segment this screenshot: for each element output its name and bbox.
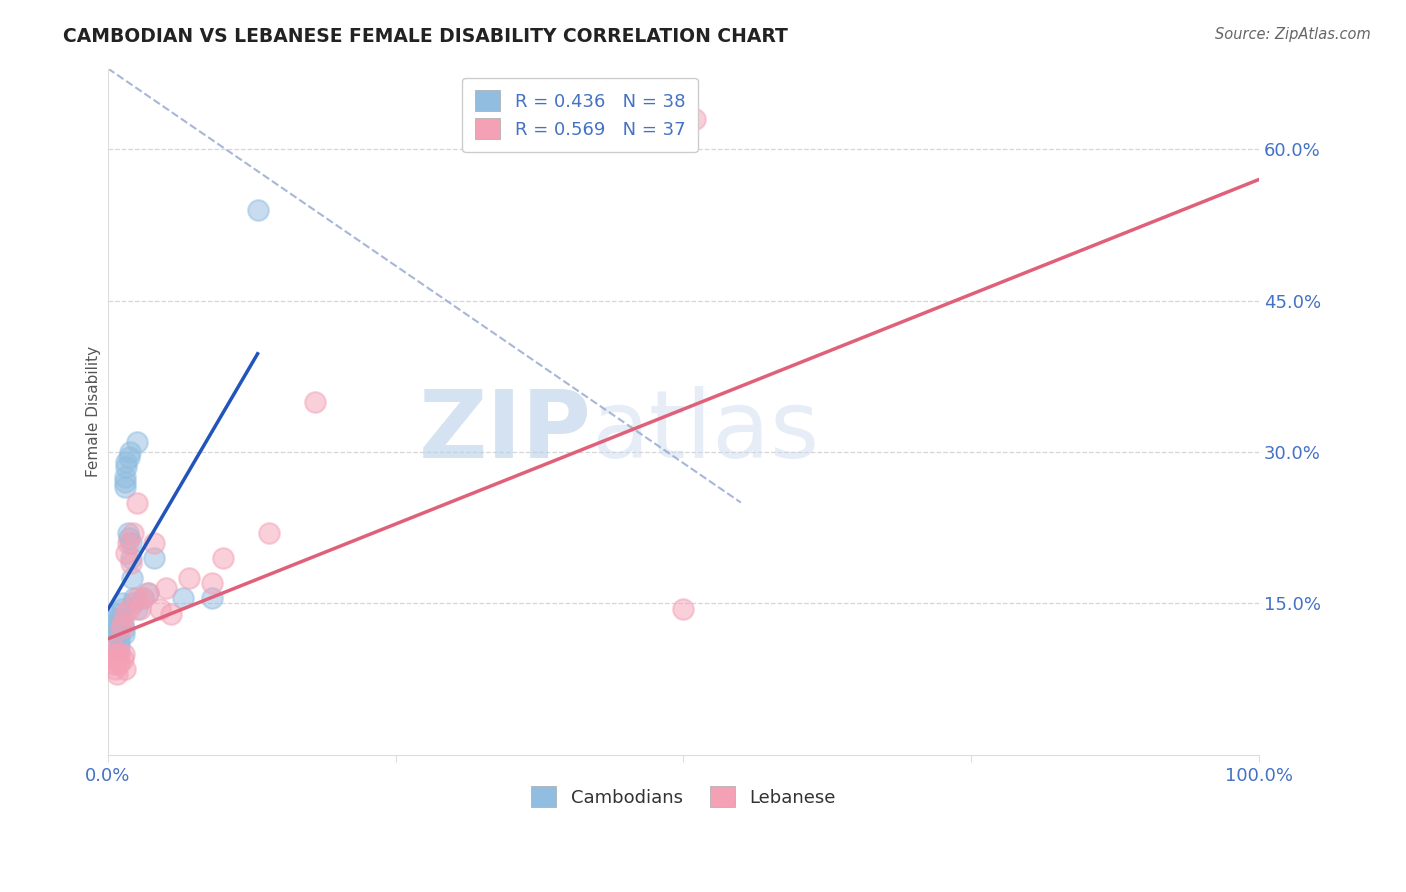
Lebanese xyxy=(115,546,138,560)
Cambodians xyxy=(120,551,142,566)
Cambodians xyxy=(111,616,134,631)
Lebanese xyxy=(212,551,235,566)
Cambodians xyxy=(105,622,128,636)
Lebanese xyxy=(257,525,280,540)
Cambodians xyxy=(125,601,148,615)
Cambodians xyxy=(122,597,145,611)
Cambodians xyxy=(143,551,166,566)
Lebanese xyxy=(672,601,695,615)
Lebanese xyxy=(155,582,177,596)
Lebanese xyxy=(125,495,148,509)
Cambodians xyxy=(108,632,131,646)
Cambodians xyxy=(111,601,134,615)
Text: Source: ZipAtlas.com: Source: ZipAtlas.com xyxy=(1215,27,1371,42)
Lebanese xyxy=(104,662,127,676)
Cambodians xyxy=(200,591,222,606)
Lebanese xyxy=(101,647,124,661)
Lebanese xyxy=(200,576,222,591)
Lebanese xyxy=(112,647,135,661)
Lebanese xyxy=(105,652,128,666)
Cambodians xyxy=(105,612,128,626)
Cambodians xyxy=(114,470,136,484)
Lebanese xyxy=(117,536,139,550)
Lebanese xyxy=(143,536,166,550)
Lebanese xyxy=(111,652,134,666)
Lebanese xyxy=(118,601,141,615)
Lebanese xyxy=(105,667,128,681)
Cambodians xyxy=(117,525,139,540)
Lebanese xyxy=(103,657,125,671)
Cambodians xyxy=(103,616,125,631)
Cambodians xyxy=(114,480,136,494)
Lebanese xyxy=(122,525,145,540)
Cambodians xyxy=(121,571,143,585)
Lebanese xyxy=(131,591,153,606)
Cambodians xyxy=(118,445,141,459)
Cambodians xyxy=(172,591,194,606)
Y-axis label: Female Disability: Female Disability xyxy=(86,346,101,477)
Lebanese xyxy=(129,601,152,615)
Lebanese xyxy=(103,641,125,656)
Cambodians xyxy=(111,597,134,611)
Cambodians xyxy=(120,536,142,550)
Cambodians xyxy=(112,627,135,641)
Lebanese xyxy=(683,112,706,126)
Cambodians xyxy=(108,612,131,626)
Lebanese xyxy=(108,657,131,671)
Cambodians xyxy=(115,460,138,475)
Cambodians xyxy=(125,435,148,450)
Lebanese xyxy=(136,586,159,600)
Cambodians xyxy=(136,586,159,600)
Cambodians xyxy=(118,450,141,464)
Lebanese xyxy=(120,556,142,570)
Lebanese xyxy=(100,652,122,666)
Cambodians xyxy=(246,202,269,217)
Lebanese xyxy=(114,662,136,676)
Cambodians xyxy=(114,475,136,490)
Lebanese xyxy=(111,616,134,631)
Cambodians xyxy=(108,622,131,636)
Cambodians xyxy=(108,616,131,631)
Cambodians xyxy=(108,607,131,621)
Cambodians xyxy=(118,531,141,545)
Cambodians xyxy=(131,591,153,606)
Lebanese xyxy=(114,607,136,621)
Lebanese xyxy=(125,591,148,606)
Cambodians xyxy=(107,627,129,641)
Cambodians xyxy=(124,591,146,606)
Text: CAMBODIAN VS LEBANESE FEMALE DISABILITY CORRELATION CHART: CAMBODIAN VS LEBANESE FEMALE DISABILITY … xyxy=(63,27,789,45)
Lebanese xyxy=(304,394,326,409)
Cambodians xyxy=(115,455,138,469)
Text: atlas: atlas xyxy=(592,386,820,478)
Lebanese xyxy=(177,571,200,585)
Lebanese xyxy=(149,601,172,615)
Lebanese xyxy=(107,652,129,666)
Cambodians xyxy=(112,622,135,636)
Lebanese xyxy=(108,647,131,661)
Lebanese xyxy=(160,607,183,621)
Cambodians xyxy=(108,641,131,656)
Lebanese xyxy=(110,622,132,636)
Cambodians xyxy=(108,637,131,651)
Legend: Cambodians, Lebanese: Cambodians, Lebanese xyxy=(523,780,844,814)
Text: ZIP: ZIP xyxy=(419,386,592,478)
